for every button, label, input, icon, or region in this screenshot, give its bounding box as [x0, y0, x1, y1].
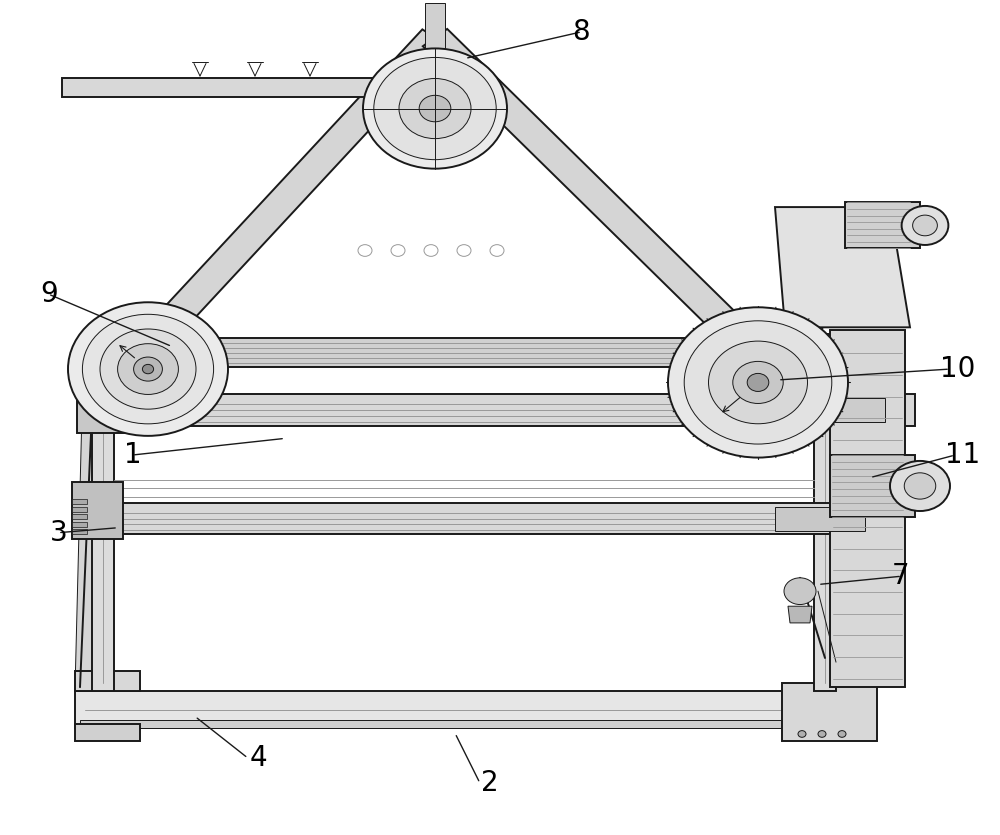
Circle shape — [818, 731, 826, 737]
Polygon shape — [830, 330, 905, 687]
Polygon shape — [72, 522, 87, 527]
Circle shape — [100, 329, 196, 409]
Circle shape — [82, 314, 214, 424]
Circle shape — [798, 731, 806, 737]
Circle shape — [902, 206, 948, 245]
Polygon shape — [72, 499, 87, 504]
Polygon shape — [775, 207, 910, 327]
Polygon shape — [72, 529, 87, 534]
Circle shape — [838, 731, 846, 737]
Polygon shape — [785, 398, 885, 422]
Text: 2: 2 — [481, 769, 499, 797]
Circle shape — [890, 461, 950, 511]
Polygon shape — [423, 29, 770, 363]
Text: 7: 7 — [892, 562, 910, 590]
Circle shape — [747, 373, 769, 392]
Polygon shape — [425, 3, 445, 48]
Polygon shape — [92, 377, 114, 691]
Circle shape — [684, 321, 832, 444]
Polygon shape — [62, 78, 392, 97]
Polygon shape — [72, 514, 87, 519]
Polygon shape — [75, 671, 140, 691]
Circle shape — [668, 307, 848, 458]
Text: 8: 8 — [572, 18, 590, 46]
Polygon shape — [830, 454, 915, 517]
Polygon shape — [814, 334, 836, 691]
Circle shape — [374, 58, 496, 159]
Polygon shape — [782, 683, 877, 741]
Polygon shape — [135, 29, 448, 355]
Polygon shape — [80, 720, 857, 728]
Polygon shape — [92, 394, 915, 426]
Polygon shape — [845, 203, 920, 249]
Polygon shape — [92, 503, 875, 534]
Polygon shape — [75, 691, 862, 728]
Polygon shape — [148, 338, 758, 367]
Text: 10: 10 — [940, 355, 975, 383]
Circle shape — [363, 48, 507, 169]
Circle shape — [733, 362, 783, 403]
Polygon shape — [77, 384, 128, 433]
Polygon shape — [788, 606, 812, 623]
Circle shape — [399, 78, 471, 139]
Polygon shape — [75, 724, 140, 741]
Circle shape — [134, 357, 162, 381]
Circle shape — [708, 341, 808, 423]
Text: 11: 11 — [945, 441, 980, 469]
Text: 9: 9 — [40, 280, 58, 308]
Circle shape — [904, 473, 936, 499]
Polygon shape — [72, 482, 123, 539]
Circle shape — [419, 95, 451, 122]
Circle shape — [118, 344, 178, 394]
Polygon shape — [75, 411, 115, 690]
Circle shape — [913, 215, 937, 235]
Polygon shape — [72, 507, 87, 512]
Polygon shape — [775, 507, 865, 531]
Circle shape — [784, 578, 816, 605]
Text: 1: 1 — [124, 441, 142, 469]
Text: 3: 3 — [50, 519, 68, 547]
Circle shape — [68, 302, 228, 436]
Text: 4: 4 — [249, 744, 267, 772]
Circle shape — [142, 364, 154, 374]
